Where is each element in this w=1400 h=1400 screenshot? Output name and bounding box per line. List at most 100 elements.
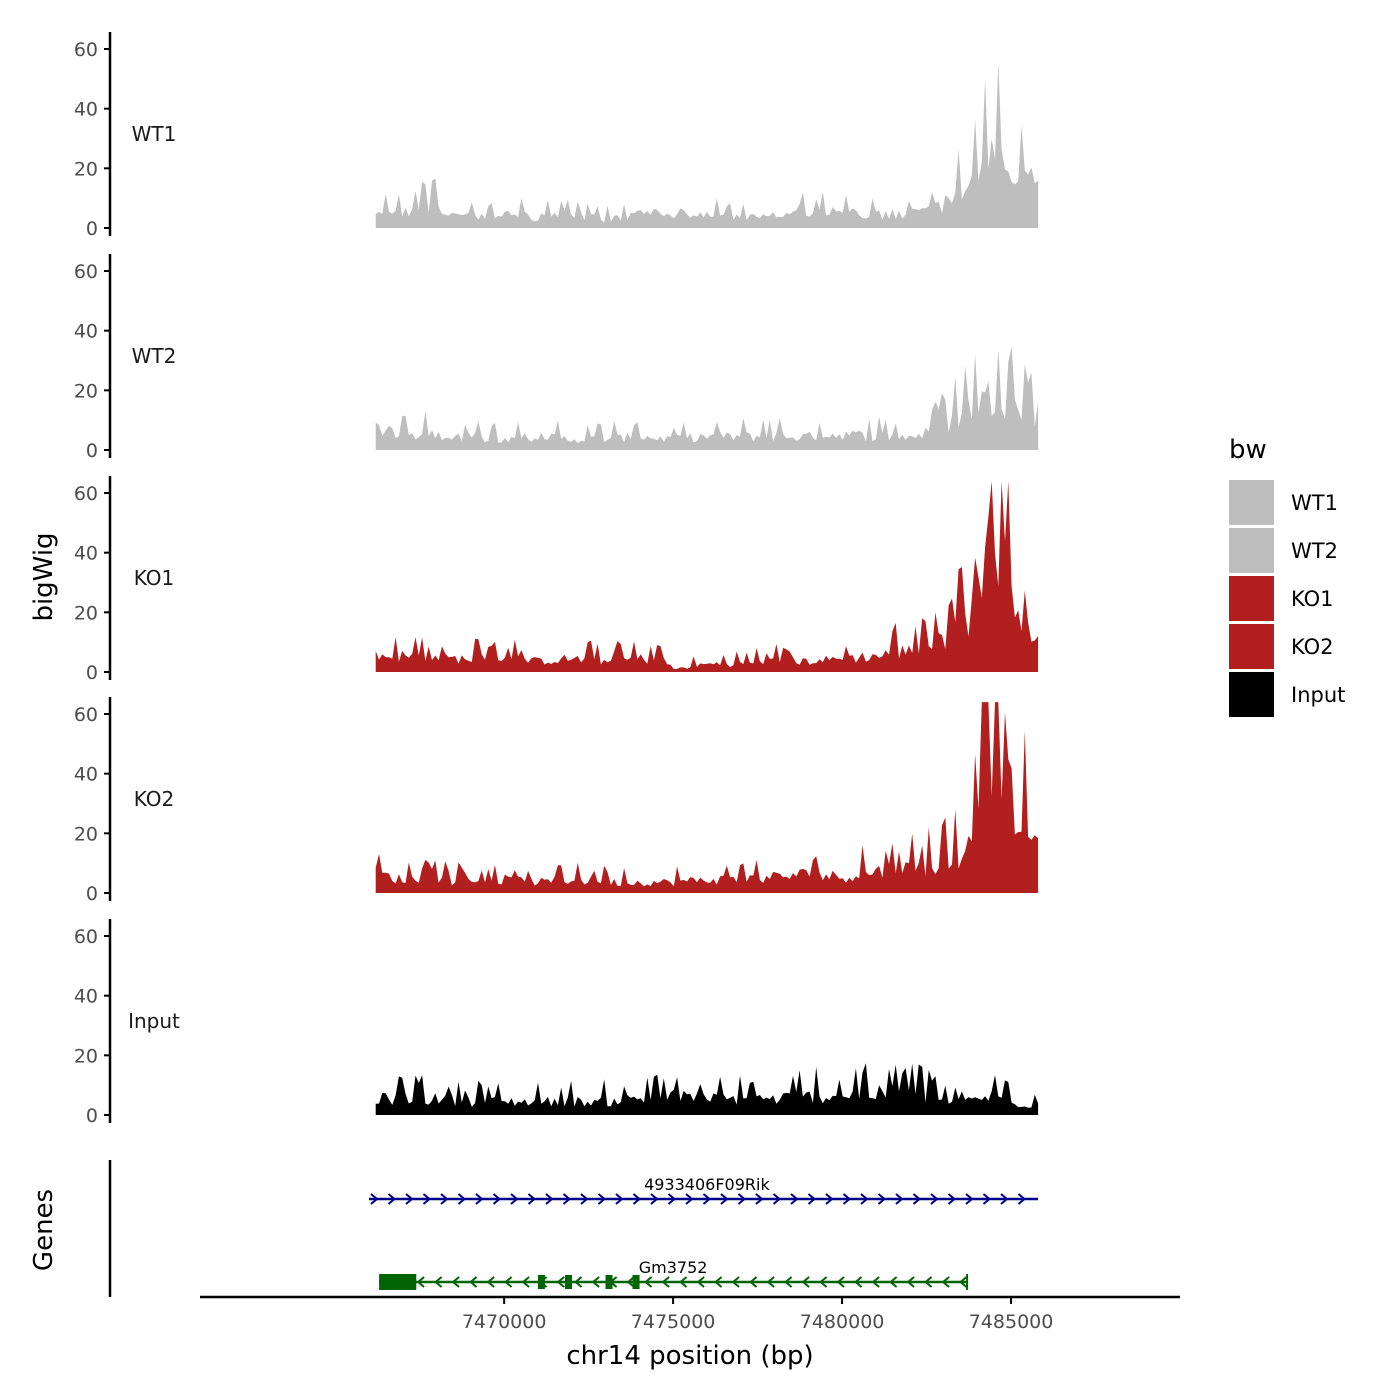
coverage-area-ko1	[375, 481, 1039, 672]
gene-label: Gm3752	[639, 1258, 708, 1277]
strand-arrow-icon	[626, 1276, 635, 1288]
y-tick-label: 0	[86, 883, 98, 905]
strand-arrow-icon	[766, 1276, 775, 1288]
strand-arrow-icon	[440, 1193, 449, 1205]
strand-arrow-icon	[836, 1276, 845, 1288]
y-tick-label: 0	[86, 218, 98, 240]
x-tick-label: 7480000	[800, 1311, 885, 1333]
y-axis-title: bigWig	[29, 532, 59, 621]
strand-arrow-icon	[772, 1193, 782, 1205]
strand-arrow-icon	[924, 1276, 933, 1288]
y-tick-label: 40	[74, 321, 98, 343]
y-tick-label: 20	[74, 158, 98, 180]
strand-arrow-icon	[370, 1193, 379, 1205]
genes-panel: 4933406F09Rik Gm3752	[108, 1160, 1039, 1297]
legend-label: WT1	[1291, 491, 1338, 515]
strand-arrow-icon	[486, 1276, 495, 1288]
strand-arrow-icon	[685, 1193, 694, 1205]
strand-arrow-icon	[434, 1276, 443, 1288]
y-tick-label: 40	[74, 764, 98, 786]
y-tick-label: 60	[74, 261, 98, 283]
strand-arrow-icon	[696, 1276, 705, 1288]
legend-label: WT2	[1291, 539, 1338, 563]
strand-arrow-icon	[749, 1276, 758, 1288]
strand-arrow-icon	[597, 1193, 607, 1205]
strand-arrow-icon	[615, 1193, 624, 1205]
strand-arrow-icon	[790, 1193, 799, 1205]
strand-arrow-icon	[889, 1276, 898, 1288]
strand-arrow-icon	[714, 1276, 723, 1288]
strand-arrow-icon	[982, 1193, 992, 1205]
strand-arrow-icon	[1000, 1193, 1009, 1205]
legend-swatch	[1229, 672, 1274, 717]
strand-arrow-icon	[1017, 1193, 1027, 1205]
track-label-wt2: WT2	[132, 344, 177, 368]
gene-exon	[379, 1274, 417, 1290]
legend-swatch	[1229, 624, 1274, 669]
legend-title: bw	[1229, 435, 1267, 465]
gene-exon	[564, 1275, 572, 1289]
gene-exon	[537, 1275, 545, 1289]
y-tick-label: 60	[74, 483, 98, 505]
strand-arrow-icon	[825, 1193, 834, 1205]
strand-arrow-icon	[860, 1193, 869, 1205]
strand-arrow-icon	[731, 1276, 740, 1288]
strand-arrow-icon	[720, 1193, 729, 1205]
strand-arrow-icon	[475, 1193, 484, 1205]
y-tick-label: 40	[74, 99, 98, 121]
genes-axis-title: Genes	[29, 1189, 59, 1271]
strand-arrow-icon	[527, 1193, 537, 1205]
y-tick-label: 60	[74, 926, 98, 948]
strand-arrow-icon	[545, 1193, 554, 1205]
strand-arrow-icon	[784, 1276, 793, 1288]
coverage-area-input	[375, 1063, 1039, 1115]
gene-exon	[605, 1275, 613, 1289]
y-tick-label: 20	[74, 602, 98, 624]
strand-arrow-icon	[965, 1193, 974, 1205]
y-tick-label: 40	[74, 986, 98, 1008]
y-tick-label: 20	[74, 823, 98, 845]
x-axis: 7470000 7475000 7480000 7485000	[200, 1295, 1180, 1333]
strand-arrow-icon	[854, 1276, 863, 1288]
strand-arrow-icon	[661, 1276, 670, 1288]
x-tick-label: 7470000	[462, 1311, 547, 1333]
strand-arrow-icon	[457, 1193, 467, 1205]
x-tick-label: 7485000	[969, 1311, 1054, 1333]
strand-arrow-icon	[591, 1276, 600, 1288]
legend-label: KO2	[1291, 635, 1334, 659]
strand-arrow-icon	[737, 1193, 747, 1205]
strand-arrow-icon	[947, 1193, 957, 1205]
gene-label: 4933406F09Rik	[644, 1175, 770, 1194]
strand-arrow-icon	[562, 1193, 572, 1205]
coverage-area-wt1	[375, 62, 1039, 229]
strand-arrow-icon	[556, 1276, 565, 1288]
strand-arrow-icon	[819, 1276, 828, 1288]
strand-arrow-icon	[510, 1193, 519, 1205]
strand-arrow-icon	[702, 1193, 712, 1205]
track-label-ko1: KO1	[134, 566, 175, 590]
x-axis-title: chr14 position (bp)	[566, 1341, 813, 1371]
y-tick-label: 60	[74, 39, 98, 61]
x-tick-label: 7475000	[631, 1311, 716, 1333]
strand-arrow-icon	[667, 1193, 677, 1205]
coverage-area-wt2	[375, 346, 1039, 450]
coverage-area-ko2	[375, 702, 1039, 893]
strand-arrow-icon	[755, 1193, 764, 1205]
strand-arrow-icon	[801, 1276, 810, 1288]
y-tick-label: 20	[74, 1045, 98, 1067]
y-tick-label: 0	[86, 440, 98, 462]
y-tick-label: 0	[86, 662, 98, 684]
strand-arrow-icon	[679, 1276, 688, 1288]
y-tick-label: 40	[74, 543, 98, 565]
strand-arrow-icon	[580, 1193, 589, 1205]
strand-arrow-icon	[451, 1276, 460, 1288]
strand-arrow-icon	[574, 1276, 583, 1288]
strand-arrow-icon	[387, 1193, 397, 1205]
legend-label: Input	[1291, 683, 1345, 707]
y-tick-label: 0	[86, 1105, 98, 1127]
strand-arrow-icon	[959, 1276, 968, 1288]
legend: bw WT1 WT2 KO1 KO2 Input	[1229, 435, 1345, 717]
signal-tracks: 0 20 40 60 WT1 0 20 40 60 WT2 0 20 40 60 KO1 0 20 40 60 KO2…	[74, 32, 1039, 1127]
strand-arrow-icon	[504, 1276, 513, 1288]
